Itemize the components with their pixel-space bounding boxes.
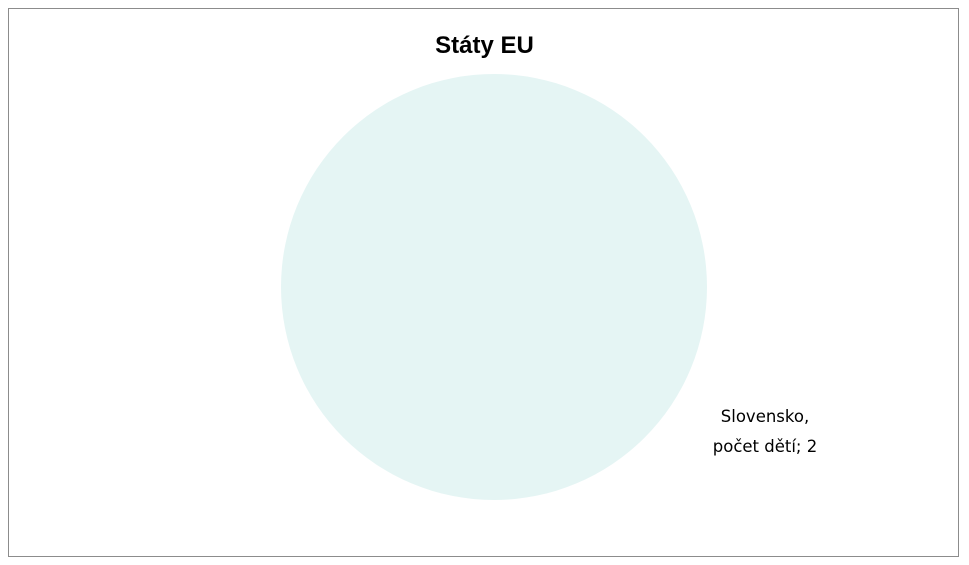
slice-label-slovensko: Slovensko, počet dětí; 2 [690, 402, 840, 462]
slice-label-line-1: Slovensko, [720, 407, 810, 426]
chart-title: Státy EU [435, 32, 534, 59]
pie-slice-slovensko [281, 74, 707, 500]
slice-label-line-2: počet dětí; 2 [712, 437, 818, 456]
